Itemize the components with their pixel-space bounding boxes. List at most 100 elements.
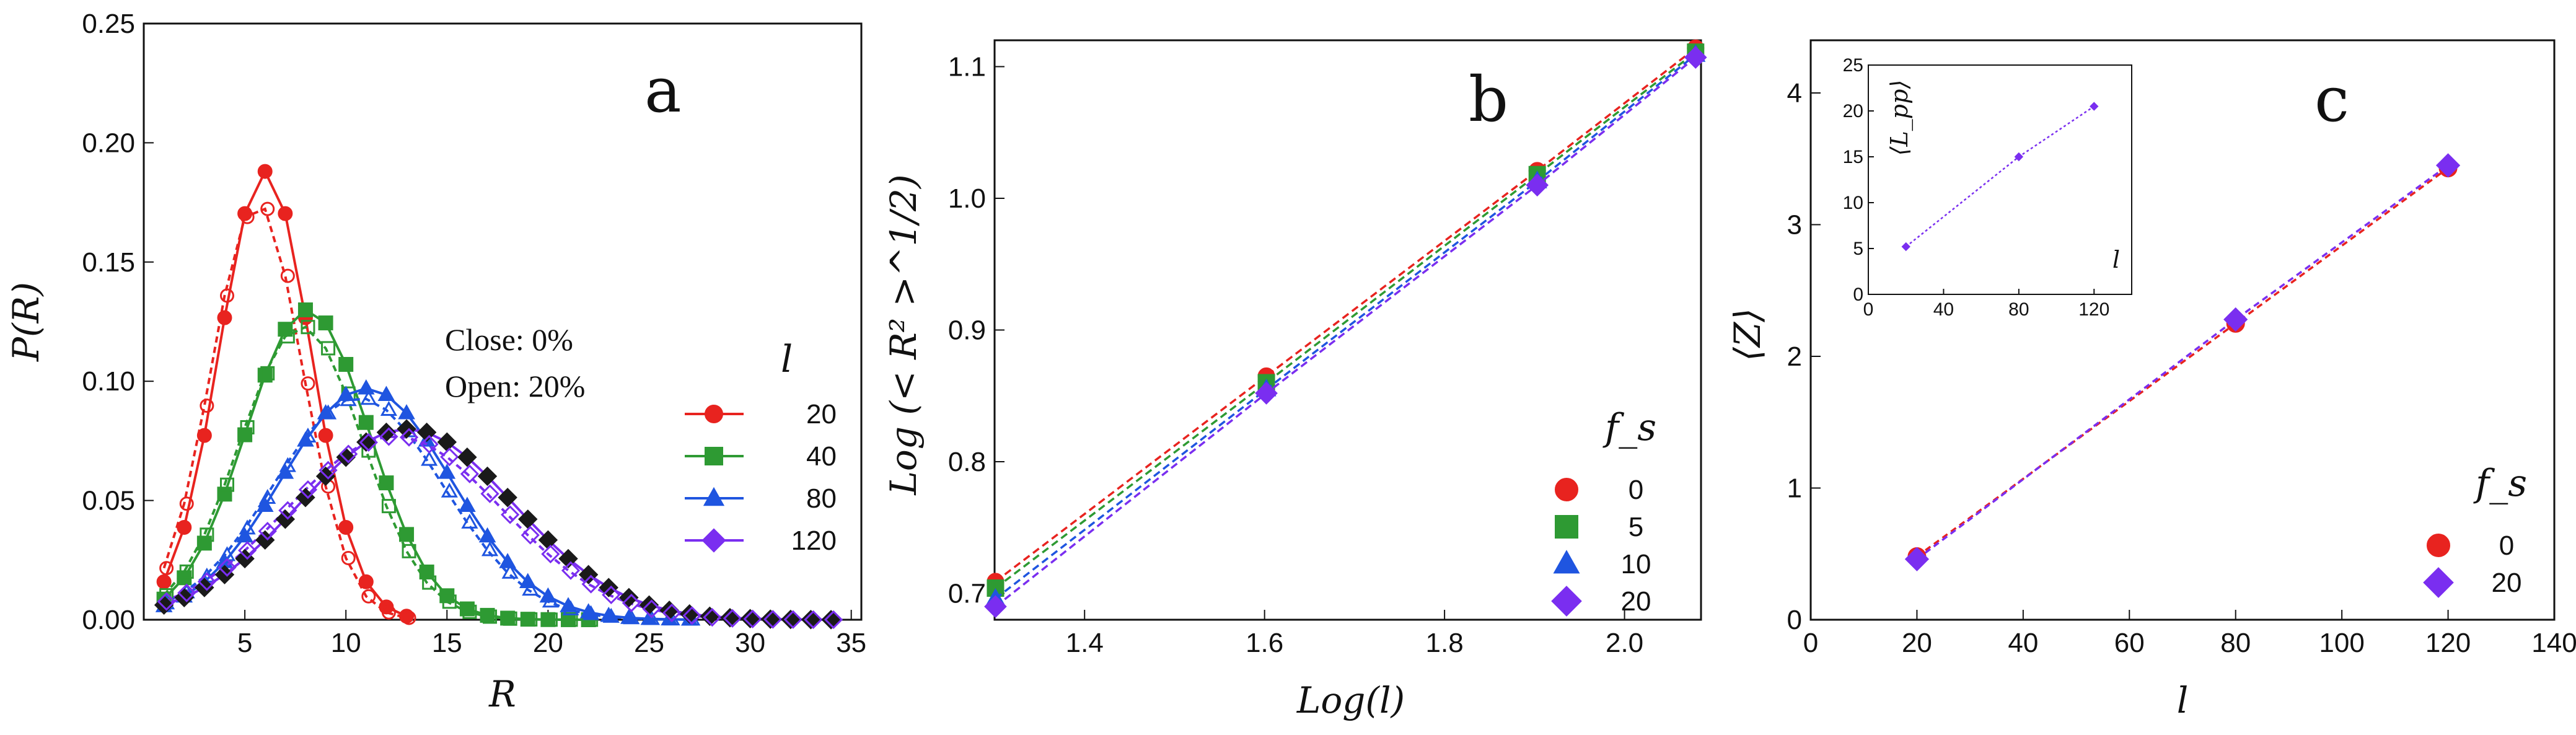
panel-a-legend-label-80: 80 xyxy=(806,483,837,514)
panel-a-open-point-120 xyxy=(541,544,560,564)
panel-a-point-20 xyxy=(196,428,212,443)
panel-b-line-0 xyxy=(995,47,1697,583)
panel-a-open-point-40 xyxy=(301,320,315,335)
panel-a-open-point-120 xyxy=(197,572,216,591)
panel-a-point-80 xyxy=(358,379,375,395)
panel-a-open-point-40 xyxy=(543,612,558,627)
panel-c-xtick-label: 140 xyxy=(2531,628,2576,658)
panel-c-point-20 xyxy=(1904,547,1930,571)
panel-b-ytick-label: 0.8 xyxy=(948,447,986,477)
panel-a-point-20 xyxy=(358,574,374,589)
panel-a-open-point-40 xyxy=(462,604,477,619)
panel-a-open-point-20 xyxy=(280,268,295,283)
panel-a-open-point-80 xyxy=(340,391,357,407)
panel-b-legend-marker-5 xyxy=(1555,515,1578,539)
panel-a-dashed-120 xyxy=(163,435,832,621)
panel-a-open-point-120 xyxy=(339,444,358,464)
panel-a-ylabel: P(R) xyxy=(5,282,47,362)
panel-c-frame xyxy=(1809,39,2556,621)
panel-b-series xyxy=(984,39,1707,618)
inset-ytick-label: 10 xyxy=(1843,193,1863,213)
panel-a-point-120 xyxy=(760,609,780,629)
panel-a-point-40 xyxy=(338,356,354,372)
panel-a-open-point-120 xyxy=(298,480,318,500)
panel-a-point-120 xyxy=(498,488,517,508)
panel-a-open-point-40 xyxy=(280,329,295,344)
panel-a-point-40 xyxy=(297,302,313,318)
panel-a-open-point-120 xyxy=(379,427,398,446)
panel-a-xtick-label: 30 xyxy=(735,628,765,658)
inset-xtick-label: 40 xyxy=(1933,299,1954,320)
panel-a-open-point-120 xyxy=(783,610,802,629)
panel-c-xtick-label: 0 xyxy=(1803,628,1818,658)
panel-a-open-point-40 xyxy=(402,544,416,558)
panel-b-xtick-label: 1.6 xyxy=(1246,628,1283,658)
panel-b-point-20 xyxy=(1684,46,1707,69)
panel-a-open-point-120 xyxy=(440,447,459,467)
panel-b-legend-label-20: 20 xyxy=(1621,586,1651,617)
panel-a-xtick-label: 10 xyxy=(331,628,361,658)
panel-a-open-point-80 xyxy=(320,404,337,420)
panel-a-open-point-80 xyxy=(623,609,640,625)
inset-ytick-label: 5 xyxy=(1853,239,1863,259)
panel-a-xtick-label: 15 xyxy=(432,628,462,658)
panel-a-open-point-80 xyxy=(602,607,620,623)
panel-a-point-20 xyxy=(156,574,172,589)
panel-a-point-80 xyxy=(478,527,496,543)
panel-a-open-point-80 xyxy=(441,482,458,498)
panel-a-legend-marker-120 xyxy=(701,528,726,553)
panel-c-ytick-label: 2 xyxy=(1787,341,1802,372)
panel-a-point-40 xyxy=(237,427,253,442)
panel-a-ytick-label: 0.25 xyxy=(82,9,135,39)
panel-a-open-point-80 xyxy=(582,605,600,620)
panel-c-line-20 xyxy=(1916,164,2449,560)
panel-a-xtick-label: 5 xyxy=(237,628,252,658)
panel-a-open-point-40 xyxy=(442,594,457,609)
panel-a-ytick-label: 0.20 xyxy=(82,128,135,158)
panel-b-legend-marker-20 xyxy=(1551,586,1582,617)
panel-c-ytick-label: 4 xyxy=(1787,78,1802,108)
panel-b-ylabel: Log (< R² >^1/2) xyxy=(882,174,925,495)
panel-b-point-20 xyxy=(984,595,1007,618)
panel-a-point-120 xyxy=(437,432,457,452)
panel-a-point-80 xyxy=(459,496,476,513)
panel-a-point-20 xyxy=(177,520,192,535)
panel-a-point-120 xyxy=(518,509,538,529)
panel-a-series xyxy=(154,164,843,630)
panel-a-point-20 xyxy=(217,310,232,325)
panel-a-open-point-20 xyxy=(381,605,396,620)
panel-b-point-20 xyxy=(1526,174,1549,197)
panel-a-point-40 xyxy=(217,486,232,502)
panel-b-line-20 xyxy=(995,56,1697,608)
panel-a-open-point-40 xyxy=(483,609,498,624)
panel-a-point-20 xyxy=(257,164,273,179)
panel-a-open-point-80 xyxy=(461,513,478,529)
panel-a-open-point-80 xyxy=(522,581,539,596)
inset-point xyxy=(2090,102,2099,111)
inset-point xyxy=(1901,242,1910,252)
panel-b-xtick-label: 1.4 xyxy=(1066,628,1104,658)
panel-a-point-40 xyxy=(520,612,535,627)
panel-a-point-120 xyxy=(821,610,841,630)
panel-a-point-120 xyxy=(477,466,498,486)
panel-a-open-point-20 xyxy=(200,398,214,413)
panel-a-open-point-120 xyxy=(763,610,783,629)
panel-a-open-point-120 xyxy=(743,609,762,628)
panel-a-open-point-120 xyxy=(642,599,661,618)
panel-b-legend-label-0: 0 xyxy=(1629,475,1643,505)
panel-b-xtick-label: 1.8 xyxy=(1426,628,1464,658)
panel-c-xtick-label: 40 xyxy=(2008,628,2038,658)
panel-a-open-point-120 xyxy=(460,464,480,483)
panel-a-ticks: 5 10 15 20 25 30 35 0.00 0.05 0.10 0.15 0.20 0.25 xyxy=(82,9,866,658)
panel-b-ytick-label: 0.9 xyxy=(948,315,986,346)
panel-a-dashed-20 xyxy=(162,207,407,619)
panel-a-open-point-40 xyxy=(240,420,255,434)
panel-a-open-point-120 xyxy=(420,434,439,454)
panel-c-ytick-label: 1 xyxy=(1787,473,1802,504)
panel-a-open-point-40 xyxy=(422,575,437,590)
panel-a-open-point-80 xyxy=(279,457,296,472)
panel-b-point-20 xyxy=(1255,382,1278,405)
panel-a-open-point-120 xyxy=(581,574,600,594)
